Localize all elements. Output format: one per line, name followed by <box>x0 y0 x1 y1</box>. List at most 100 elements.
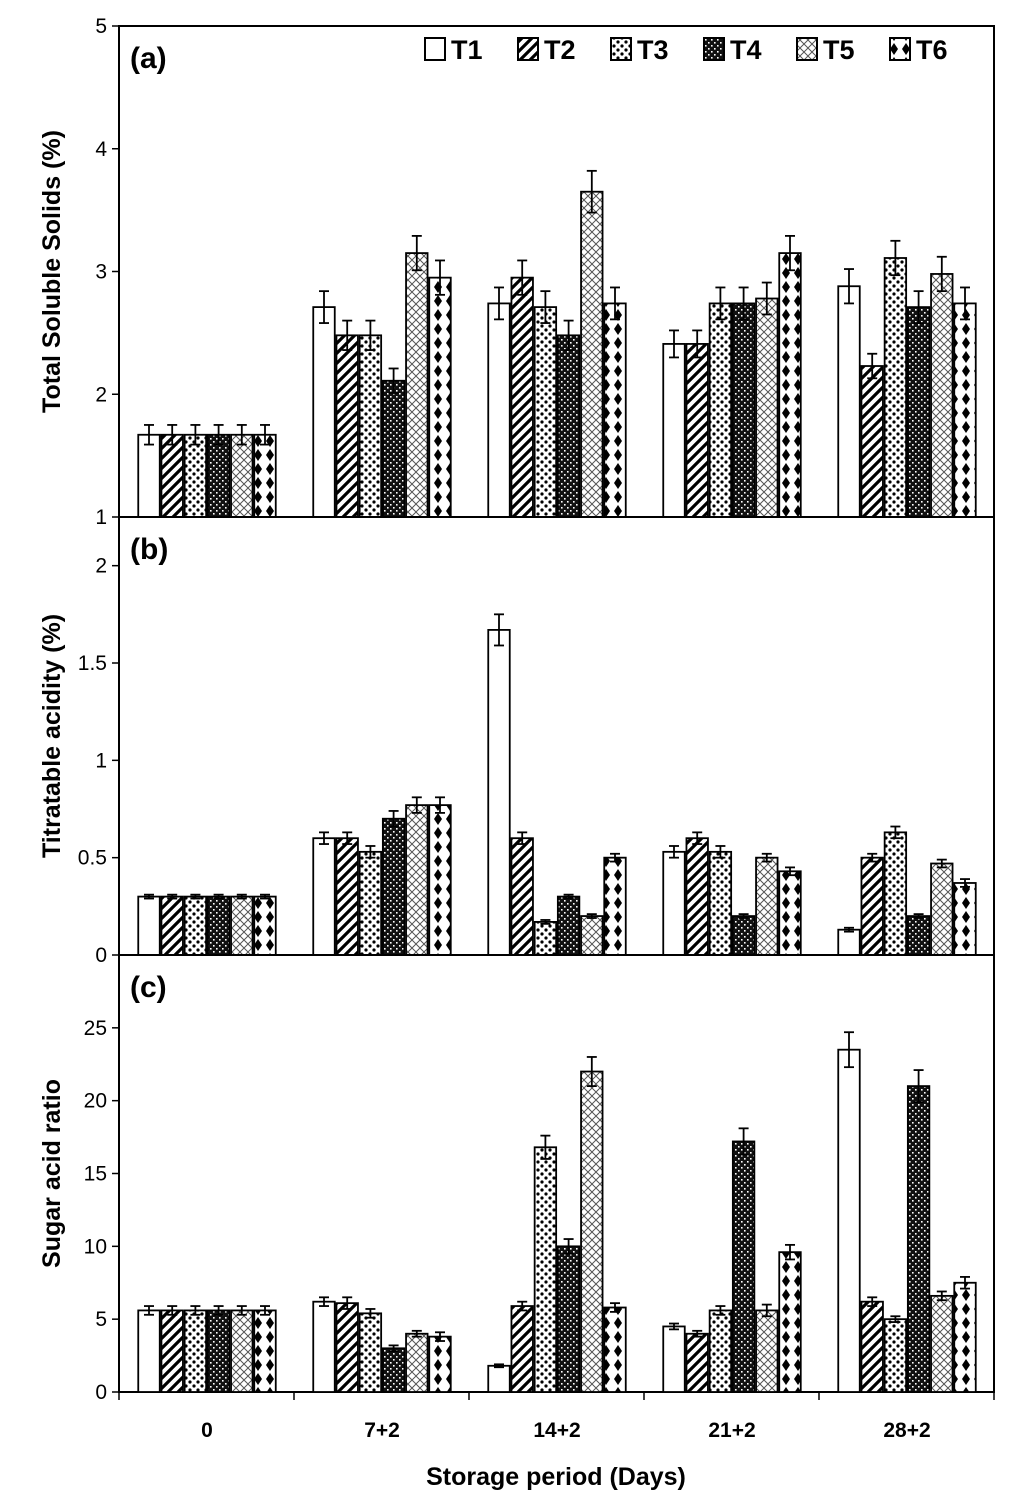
legend: T1 T2 T3 T4 T5 T6 <box>424 35 948 65</box>
panel-3: 0 5 10 15 20 25 Sugar acid ratio (c) <box>38 954 995 1404</box>
bar <box>358 1312 383 1393</box>
bar <box>708 302 733 518</box>
bar <box>405 1332 429 1393</box>
legend-item-t4: T4 <box>703 35 762 65</box>
legend-swatch <box>610 37 632 61</box>
bar <box>510 276 534 518</box>
y-tick-label: 0 <box>95 944 107 967</box>
bar <box>953 302 977 518</box>
bar <box>510 1305 534 1393</box>
panel-1: 1 2 3 4 5 Total Soluble Solids (%) (a) <box>38 15 995 529</box>
y-axis-title: Titratable acidity (%) <box>38 614 66 858</box>
bar <box>230 1309 254 1393</box>
bar <box>556 895 581 956</box>
bar <box>253 1309 277 1393</box>
bar <box>755 297 779 518</box>
y-tick-label: 2 <box>95 555 107 578</box>
bar <box>603 1306 627 1393</box>
bar <box>183 1309 208 1393</box>
bar <box>206 1309 231 1393</box>
bar <box>603 856 627 956</box>
bar <box>580 915 604 956</box>
bar <box>160 1309 184 1393</box>
bar <box>837 928 861 956</box>
bar <box>533 306 558 518</box>
bar <box>685 837 709 956</box>
bar <box>685 343 709 518</box>
bar <box>755 1309 779 1393</box>
legend-item-t6: T6 <box>889 35 948 65</box>
panel-tag: (a) <box>130 42 167 75</box>
bar <box>183 895 208 956</box>
bar <box>335 1302 359 1393</box>
bar <box>906 1085 931 1393</box>
bar <box>335 837 359 956</box>
bar <box>662 850 686 956</box>
x-tick-label: 7+2 <box>364 1419 400 1442</box>
bar <box>230 433 254 518</box>
bar <box>953 882 977 956</box>
panel-tag: (b) <box>130 533 168 566</box>
legend-label: T5 <box>823 35 855 65</box>
bar <box>837 1048 861 1393</box>
bar <box>487 629 511 956</box>
bar <box>160 433 184 518</box>
y-tick-label: 1.5 <box>78 652 107 675</box>
bar <box>312 1300 336 1393</box>
y-tick-label: 10 <box>84 1235 107 1258</box>
bar <box>883 1318 908 1393</box>
bar <box>253 895 277 956</box>
bar <box>137 433 161 518</box>
legend-label: T3 <box>637 35 669 65</box>
bar <box>533 1146 558 1393</box>
legend-item-t2: T2 <box>517 35 576 65</box>
bar <box>906 915 931 956</box>
bar <box>137 895 161 956</box>
y-tick-label: 1 <box>95 506 107 529</box>
x-tick-label: 0 <box>201 1419 213 1442</box>
x-tick-label: 14+2 <box>533 1419 580 1442</box>
bar <box>381 379 406 518</box>
bar <box>405 252 429 518</box>
y-tick-label: 5 <box>95 1308 107 1331</box>
bar <box>160 895 184 956</box>
legend-swatch <box>703 37 725 61</box>
bar <box>930 862 954 956</box>
legend-swatch <box>796 37 818 61</box>
bar <box>731 1140 756 1393</box>
legend-swatch <box>424 37 446 61</box>
bar <box>883 257 908 518</box>
bar <box>312 837 336 956</box>
bar <box>778 1251 802 1393</box>
y-axis-title: Total Soluble Solids (%) <box>38 130 66 413</box>
y-tick-label: 5 <box>95 15 107 38</box>
bar <box>556 334 581 518</box>
y-tick-label: 1 <box>95 749 107 772</box>
bar <box>405 804 429 956</box>
bar <box>206 895 231 956</box>
bar <box>580 190 604 518</box>
bar <box>428 804 452 956</box>
bar <box>230 895 254 956</box>
bar <box>358 334 383 518</box>
bar <box>731 915 756 956</box>
bar <box>381 1347 406 1393</box>
bar <box>930 1294 954 1393</box>
y-tick-label: 25 <box>84 1017 107 1040</box>
legend-item-t1: T1 <box>424 35 483 65</box>
bar <box>883 831 908 956</box>
bar <box>603 302 627 518</box>
bar <box>708 850 733 956</box>
bar <box>708 1309 733 1393</box>
y-tick-label: 3 <box>95 261 107 284</box>
panel-tag: (c) <box>130 971 167 1004</box>
bar <box>906 306 931 518</box>
bar <box>731 302 756 518</box>
legend-label: T6 <box>916 35 948 65</box>
bar <box>778 252 802 518</box>
bar <box>860 856 884 956</box>
x-tick-label: 28+2 <box>883 1419 930 1442</box>
bar <box>312 306 336 518</box>
legend-item-t5: T5 <box>796 35 855 65</box>
